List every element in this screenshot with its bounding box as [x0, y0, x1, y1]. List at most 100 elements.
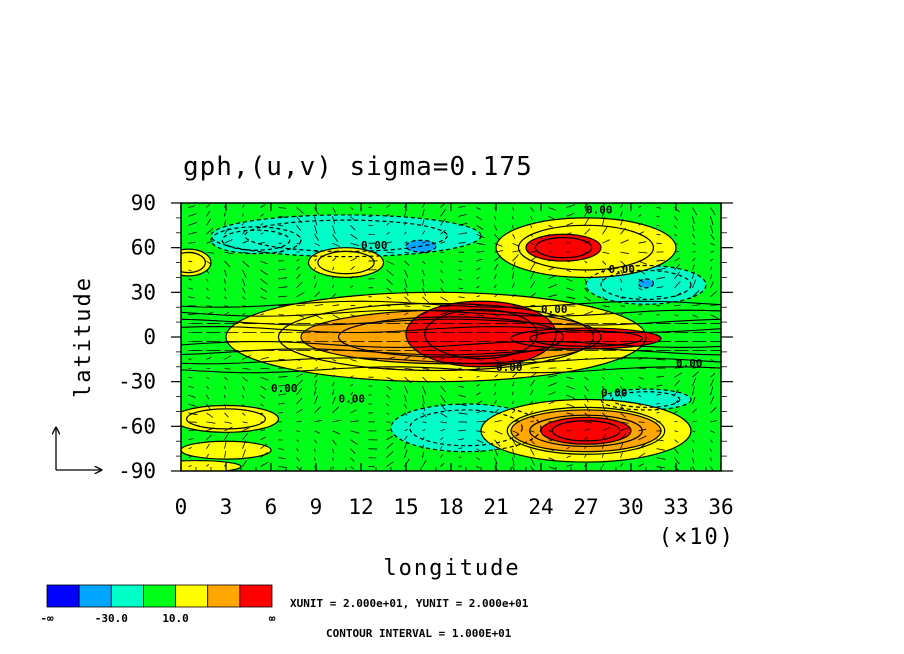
wind-vector-475: [458, 242, 466, 244]
wind-vector-414: [422, 251, 426, 254]
wind-vector-895: [710, 242, 716, 246]
wind-vector-381: [404, 278, 408, 288]
wind-vector-484: [476, 430, 486, 433]
wind-vector-695: [602, 421, 612, 425]
wind-vector-664: [584, 428, 591, 432]
wind-vector-626: [548, 233, 552, 236]
wind-vector-400: [422, 376, 429, 384]
wind-vector-217: [314, 395, 318, 405]
wind-vector-451: [458, 456, 462, 458]
wind-vector-410: [422, 287, 426, 297]
wind-vector-213: [314, 439, 318, 444]
wind-vector-272: [350, 448, 356, 455]
wind-vector-567: [512, 225, 514, 229]
wind-vector-458: [458, 394, 466, 398]
wind-vector-262: [332, 266, 335, 271]
wind-vector-479: [458, 205, 466, 208]
wind-vector-690: [602, 463, 605, 467]
wind-vector-26: [188, 231, 197, 235]
wind-vector-637: [566, 403, 575, 408]
contour-line-6: [637, 278, 655, 289]
contour-line-20: [540, 416, 632, 445]
wind-vector-124: [260, 429, 265, 432]
wind-vector-430: [440, 376, 446, 381]
wind-vector-876: [710, 407, 717, 414]
wind-vector-199: [296, 292, 305, 298]
wind-vector-566: [512, 234, 516, 239]
wind-vector-142: [260, 269, 269, 276]
wind-vector-270: [350, 466, 354, 470]
wind-vector-579: [530, 379, 535, 387]
wind-vector-621: [548, 275, 557, 280]
wind-vector-367: [404, 403, 407, 409]
wind-vector-208: [296, 216, 303, 224]
wind-vector-49: [206, 296, 211, 300]
wind-vector-448: [440, 208, 446, 217]
wind-vector-757: [638, 403, 642, 407]
wind-vector-617: [548, 314, 554, 316]
wind-vector-244: [332, 430, 341, 435]
wind-vector-429: [440, 385, 446, 393]
wind-vector-452: [458, 447, 463, 450]
contour-line-12: [181, 404, 280, 433]
wind-vector-829: [674, 292, 682, 298]
wind-vector-830: [674, 281, 681, 289]
wind-vector-72: [224, 355, 232, 360]
wind-vector-446: [440, 229, 446, 235]
colorbar-labels: -∞ -30.0 10.0 ∞: [40, 612, 275, 625]
wind-vector-562: [512, 261, 516, 271]
contour-line-inner-19: [534, 237, 593, 259]
wind-vector-732: [620, 356, 627, 360]
wind-vector-842: [692, 448, 694, 453]
wind-vector-858: [692, 304, 701, 307]
wind-vector-692: [602, 443, 604, 449]
wind-vector-40: [206, 376, 210, 380]
contour-line-inner-3: [409, 409, 523, 447]
wind-vector-544: [512, 430, 519, 435]
wind-vector-693: [602, 433, 607, 440]
wind-vector-369: [404, 385, 409, 394]
wind-vector-23: [188, 260, 193, 263]
wind-vector-700: [602, 376, 605, 380]
wind-vector-663: [584, 436, 588, 441]
wind-vector-504: [476, 251, 485, 253]
wind-vector-467: [458, 313, 468, 316]
wind-vector-888: [710, 304, 720, 307]
wind-vector-442: [440, 269, 444, 274]
wind-vector-257: [332, 314, 340, 319]
x-tick-label-30: 30: [618, 495, 643, 519]
wind-vector-683: [584, 260, 588, 264]
wind-vector-206: [296, 233, 301, 238]
wind-vector-515: [494, 420, 502, 423]
wind-vector-782: [656, 448, 665, 451]
contour-line-17: [405, 300, 557, 368]
wind-vector-66: [224, 412, 229, 418]
wind-vector-746: [620, 227, 627, 235]
wind-vector-457: [458, 403, 467, 407]
wind-vector-788: [656, 393, 661, 396]
wind-vector-521: [494, 367, 501, 369]
wind-vector-857: [692, 314, 699, 319]
contour-label-0: 0.00: [586, 203, 613, 216]
wind-vector-185: [296, 420, 302, 423]
wind-vector-713: [602, 260, 607, 265]
wind-vector-107: [242, 312, 246, 316]
contour-line-19: [525, 233, 602, 262]
wind-vector-6: [188, 412, 198, 416]
wind-vector-725: [620, 421, 629, 424]
wind-vector-718: [602, 209, 605, 217]
wind-vector-506: [476, 233, 485, 239]
colorbar-swatch-4: [175, 584, 209, 608]
wind-vector-427: [440, 403, 447, 412]
wind-vector-601: [548, 457, 556, 461]
wind-vector-729: [620, 385, 623, 389]
wind-vector-64: [224, 426, 233, 432]
wind-vector-469: [458, 296, 465, 298]
wind-vector-293: [350, 257, 358, 262]
wind-vector-570: [530, 466, 535, 471]
wind-vector-607: [548, 401, 555, 405]
wind-vector-589: [530, 292, 537, 298]
wind-vector-399: [422, 385, 427, 395]
contour-line-inner-20: [551, 420, 621, 442]
contour-line-2: [585, 264, 707, 305]
